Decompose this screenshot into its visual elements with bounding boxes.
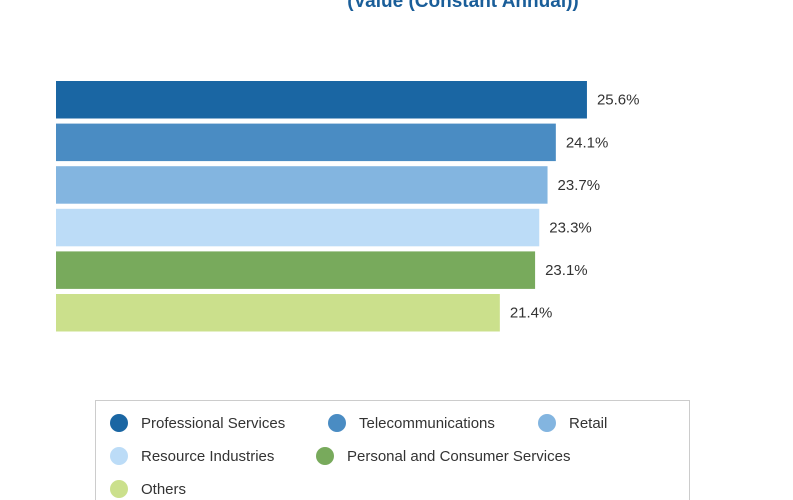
bar xyxy=(56,208,540,247)
bar xyxy=(56,81,587,119)
legend-marker xyxy=(110,414,128,432)
data-label: 23.7% xyxy=(558,177,601,194)
data-label: 23.1% xyxy=(545,262,588,279)
legend-marker xyxy=(110,480,128,498)
legend-marker xyxy=(110,447,128,465)
legend-label: Telecommunications xyxy=(359,415,495,432)
chart-title: (Value (Constant Annual)) xyxy=(347,0,579,12)
legend-label: Resource Industries xyxy=(141,448,274,465)
bar xyxy=(56,251,536,289)
data-label: 25.6% xyxy=(597,92,640,109)
legend-box xyxy=(95,400,690,500)
bar xyxy=(56,123,556,162)
legend-label: Retail xyxy=(569,415,607,432)
legend-label: Others xyxy=(141,481,186,498)
bar xyxy=(56,166,548,204)
data-label: 23.3% xyxy=(549,220,592,237)
legend-marker xyxy=(538,414,556,432)
bar xyxy=(56,294,500,332)
data-label: 24.1% xyxy=(566,134,609,151)
legend-label: Personal and Consumer Services xyxy=(347,448,570,465)
data-label: 21.4% xyxy=(510,305,553,322)
legend-marker xyxy=(328,414,346,432)
legend-label: Professional Services xyxy=(141,415,285,432)
legend-marker xyxy=(316,447,334,465)
